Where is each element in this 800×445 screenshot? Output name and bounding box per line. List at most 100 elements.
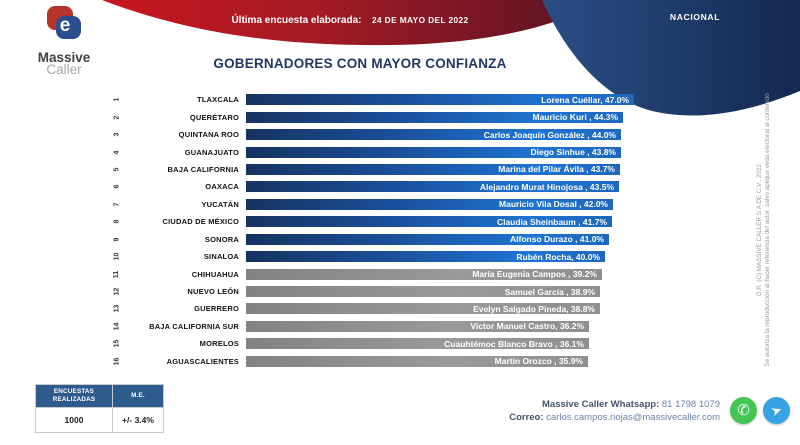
row-bar: Samuel García , 38.9% [246,286,600,298]
row-bar-label: Carlos Joaquín González , 44.0% [483,129,616,140]
chart-row: 1 TLAXCALA Lorena Cuéllar, 47.0% [108,91,648,108]
row-bar: Carlos Joaquín González , 44.0% [246,129,621,141]
row-bar: María Eugenia Campos , 39.2% [246,268,602,280]
row-rank: 14 [112,322,120,331]
row-bar-label: Evelyn Salgado Pineda, 38.8% [473,303,595,314]
logo-text-massive: Massive [37,50,91,65]
row-bar-label: Lorena Cuéllar, 47.0% [541,94,629,105]
row-bar: Rubén Rocha, 40.0% [246,251,605,263]
row-bar-label: Victor Manuel Castro, 36.2% [470,321,584,332]
chart-row: 10 SINALOA Rubén Rocha, 40.0% [108,248,648,265]
chart-row: 4 GUANAJUATO Diego Sinhue , 43.8% [108,143,648,160]
chart-row: 13 GUERRERO Evelyn Salgado Pineda, 38.8% [108,300,648,317]
chart-row: 16 AGUASCALIENTES Martín Orozco , 35.9% [108,353,648,370]
chart-row: 9 SONORA Alfonso Durazo , 41.0% [108,231,648,248]
chart-row: 2 QUERÉTARO Mauricio Kuri , 44.3% [108,108,648,125]
row-bar-label: Mauricio Kuri , 44.3% [532,112,619,123]
whatsapp-number: 81 1798 1079 [661,399,720,410]
contact-icons: ✆ ➤ [730,397,790,424]
row-rank: 1 [113,97,120,102]
row-state-label: QUINTANA ROO [178,130,239,140]
last-survey-label: Última encuesta elaborada: [231,15,362,26]
row-bar-label: Alejandro Murat Hinojosa , 43.5% [479,181,614,192]
chart-row: 15 MORELOS Cuauhtémoc Blanco Bravo , 36.1% [108,335,648,352]
row-bar: Victor Manuel Castro, 36.2% [246,320,589,332]
row-bar: Marina del Pilar Ávila , 43.7% [246,163,620,175]
survey-table: ENCUESTAS REALIZADAS M.E. 1000 +/- 3.4% [35,384,164,433]
last-survey-date: 24 DE MAYO DEL 2022 [371,15,469,25]
row-state-label: AGUASCALIENTES [166,356,239,366]
row-bar-label: Claudia Sheinbaum , 41.7% [496,216,607,227]
row-bar-label: Diego Sinhue , 43.8% [530,147,617,158]
row-rank: 10 [112,252,120,261]
logo-text-caller: Caller [46,62,82,77]
row-rank: 15 [112,339,120,348]
bar-chart: 1 TLAXCALA Lorena Cuéllar, 47.0% 2 QUERÉTARO… [108,91,648,370]
red-ribbon [102,0,582,46]
chart-row: 8 CIUDAD DE MÉXICO Claudia Sheinbaum , 41.… [108,213,648,230]
row-state-label: SINALOA [203,252,239,262]
massive-caller-logo: e Massive Caller [14,5,114,76]
row-bar-label: Samuel García , 38.9% [504,286,595,297]
row-bar-label: Marina del Pilar Ávila , 43.7% [498,164,615,175]
row-rank: 2 [113,115,120,120]
row-bar: Cuauhtémoc Blanco Bravo , 36.1% [246,338,589,350]
whatsapp-icon[interactable]: ✆ [730,397,757,424]
chart-row: 12 NUEVO LEÓN Samuel García , 38.9% [108,283,648,300]
row-rank: 6 [113,184,120,189]
whatsapp-label: Massive Caller Whatsapp: [542,399,660,410]
chart-row: 11 CHIHUAHUA María Eugenia Campos , 39.2% [108,265,648,282]
row-rank: 7 [113,202,120,207]
row-rank: 13 [112,305,120,313]
row-bar-label: Martín Orozco , 35.9% [494,356,583,367]
row-state-label: TLAXCALA [196,95,239,105]
copyright-line: D.R. (C) MASSIVE CALLER S.A DE C.V., 202… [756,163,763,297]
row-state-label: YUCATÁN [201,199,239,209]
bar-chart-rows: 1 TLAXCALA Lorena Cuéllar, 47.0% 2 QUERÉTARO… [108,91,648,370]
header-decoration [102,0,800,116]
row-bar-label: Alfonso Durazo , 41.0% [510,234,604,245]
last-survey-banner: Última encuesta elaborada: 24 DE MAYO DE… [185,10,515,28]
row-state-label: OAXACA [205,182,239,192]
row-rank: 16 [112,357,120,366]
row-rank: 5 [113,167,120,172]
margin-error-value: +/- 3.4% [112,406,164,433]
row-bar: Alfonso Durazo , 41.0% [246,233,609,245]
contact-block: Massive Caller Whatsapp: 81 1798 1079 Co… [509,399,720,424]
row-rank: 9 [113,237,120,242]
row-state-label: GUERRERO [194,304,239,314]
telegram-icon[interactable]: ➤ [763,397,790,424]
row-rank: 3 [113,132,120,137]
contact-email-line: Correo: carlos.campos.riojas@massivecall… [509,412,720,425]
row-state-label: BAJA CALIFORNIA [167,164,239,174]
chart-row: 3 QUINTANA ROO Carlos Joaquín González , 4… [108,126,648,143]
email-label: Correo: [509,411,544,423]
row-bar-label: María Eugenia Campos , 39.2% [472,269,597,280]
telegram-glyph: ➤ [768,401,784,420]
region-badge: NACIONAL [669,12,721,22]
row-state-label: NUEVO LEÓN [187,287,239,297]
reproduction-note-line: Se autoriza la reproducción al hacer ref… [764,93,771,367]
row-bar-label: Cuauhtémoc Blanco Bravo , 36.1% [444,338,584,349]
row-bar: Martín Orozco , 35.9% [246,355,588,367]
chart-row: 14 BAJA CALIFORNIA SUR Victor Manuel Castr… [108,318,648,335]
row-rank: 11 [113,270,120,278]
massive-caller-logo-icon: e [47,6,81,39]
row-bar: Evelyn Salgado Pineda, 38.8% [246,303,600,315]
row-state-label: BAJA CALIFORNIA SUR [149,321,239,331]
row-state-label: MORELOS [199,339,239,349]
row-bar: Alejandro Murat Hinojosa , 43.5% [246,181,619,193]
survey-table-header-encuestas: ENCUESTAS REALIZADAS [35,384,113,408]
page-title: GOBERNADORES CON MAYOR CONFIANZA [213,56,507,71]
row-bar-label: Rubén Rocha, 40.0% [516,251,600,262]
row-rank: 4 [113,150,120,154]
contact-whatsapp-line: Massive Caller Whatsapp: 81 1798 1079 [509,399,720,412]
row-rank: 12 [112,287,120,296]
row-state-label: GUANAJUATO [184,147,239,157]
copyright-note: D.R. (C) MASSIVE CALLER S.A DE C.V., 202… [756,80,772,380]
chart-row: 5 BAJA CALIFORNIA Marina del Pilar Ávila ,… [108,161,648,178]
survey-count-value: 1000 [35,406,113,433]
row-rank: 8 [113,219,120,224]
row-state-label: SONORA [204,234,239,244]
